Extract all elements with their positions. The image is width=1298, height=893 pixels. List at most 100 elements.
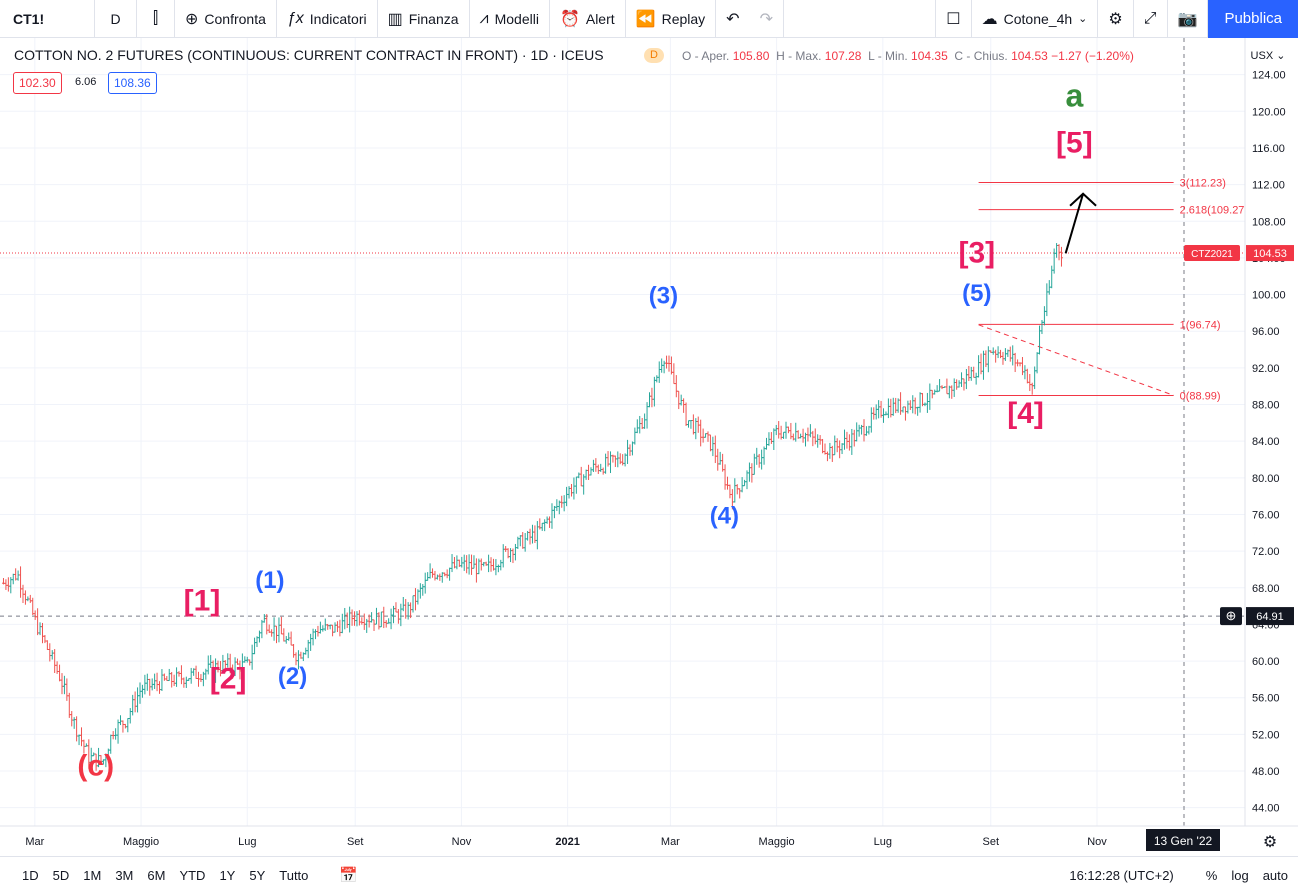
fib-level-label: 1(96.74) <box>1180 319 1221 331</box>
price-tick-label: 56.00 <box>1252 693 1280 705</box>
clock[interactable]: 16:12:28 (UTC+2) <box>1069 867 1174 883</box>
price-tick-label: 68.00 <box>1252 583 1280 595</box>
time-tick-label: Set <box>983 836 1000 848</box>
plus-icon: ⊕ <box>1226 608 1237 623</box>
layout-select[interactable]: ☁ Cotone_4h ⌄ <box>972 0 1099 38</box>
range-3m[interactable]: 3M <box>115 867 134 883</box>
fib-level-label: 0(88.99) <box>1180 390 1221 402</box>
undo-button[interactable]: ↶ <box>716 0 749 38</box>
chart-type-button[interactable]: ⫿ <box>137 0 175 38</box>
range-1y[interactable]: 1Y <box>219 867 236 883</box>
symbol-title: COTTON NO. 2 FUTURES (CONTINUOUS: CURREN… <box>14 47 604 63</box>
redo-icon: ↷ <box>759 10 773 28</box>
layout-name: Cotone_4h <box>1003 10 1073 27</box>
alert-label: Alert <box>585 10 615 27</box>
price-tick-label: 112.00 <box>1252 180 1285 192</box>
price-tick-label: 48.00 <box>1252 766 1280 778</box>
high-value: 107.28 <box>824 49 862 63</box>
compare-button[interactable]: ⊕ Confronta <box>175 0 277 38</box>
wave-label: [3] <box>959 236 996 269</box>
wave-label: (c) <box>77 750 114 783</box>
price-tick-label: 100.00 <box>1252 290 1286 302</box>
ohlc-values: O - Aper. 105.80 H - Max. 107.28 L - Min… <box>682 49 1134 63</box>
range-1d[interactable]: 1D <box>22 867 39 883</box>
symbol-label: CT1! <box>13 10 45 27</box>
calendar-goto-icon[interactable]: 📅 <box>339 867 359 884</box>
gear-icon: ⚙ <box>1108 10 1123 28</box>
indicators-button[interactable]: ƒx Indicatori <box>277 0 378 38</box>
indicators-label: Indicatori <box>309 10 367 27</box>
open-value: 105.80 <box>732 49 770 63</box>
range-5y[interactable]: 5Y <box>249 867 266 883</box>
low-label: L - Min. <box>868 49 908 63</box>
price-tick-label: 80.00 <box>1252 473 1280 485</box>
candles-icon: ⫿ <box>152 9 159 27</box>
wave-label: (5) <box>962 280 991 307</box>
publish-label: Pubblica <box>1224 10 1282 27</box>
fib-level-label: 2.618(109.27) <box>1180 205 1249 217</box>
time-tick-label: 2021 <box>555 836 579 848</box>
replay-label: Replay <box>661 10 706 27</box>
snapshot-button[interactable]: 📷 <box>1168 0 1209 38</box>
range-ytd[interactable]: YTD <box>179 867 206 883</box>
replay-button[interactable]: ⏪ Replay <box>626 0 717 38</box>
wave-label: (1) <box>255 567 284 594</box>
fx-icon: ƒx <box>286 9 304 27</box>
wave-label: (4) <box>710 503 739 530</box>
price-tick-label: 120.00 <box>1252 106 1286 118</box>
interval-button[interactable]: D <box>95 0 137 38</box>
wave-label: (3) <box>649 283 678 310</box>
price-tick-label: 96.00 <box>1252 326 1280 338</box>
price-tick-label: 92.00 <box>1252 363 1280 375</box>
plus-circle-icon: ⊕ <box>185 10 199 28</box>
trendline <box>978 324 1174 396</box>
publish-button[interactable]: Pubblica <box>1208 0 1298 38</box>
financials-button[interactable]: ▥ Finanza <box>378 0 470 38</box>
fullscreen-button[interactable]: ⤢ <box>1134 0 1168 38</box>
price-scale[interactable]: USX ⌄124.00120.00116.00112.00108.00104.0… <box>1184 38 1298 826</box>
time-tick-label: Mar <box>25 836 44 848</box>
percent-toggle[interactable]: % <box>1205 867 1218 883</box>
wave-label: [5] <box>1056 127 1093 160</box>
ask-price[interactable]: 108.36 <box>108 72 157 94</box>
range-5d[interactable]: 5D <box>52 867 70 883</box>
templates-label: Modelli <box>494 10 539 27</box>
crosshair-date-box <box>1146 829 1220 851</box>
crosshair-date: 13 Gen '22 <box>1154 834 1213 848</box>
auto-toggle[interactable]: auto <box>1262 867 1288 883</box>
delay-badge: D <box>644 48 664 63</box>
symbol-search[interactable]: CT1! <box>0 0 95 38</box>
price-tick-label: 52.00 <box>1252 729 1280 741</box>
redo-button[interactable]: ↷ <box>750 0 784 38</box>
time-tick-label: Nov <box>1087 836 1107 848</box>
open-label: O - Aper. <box>682 49 730 63</box>
top-toolbar: CT1! D ⫿ ⊕ Confronta ƒx Indicatori ▥ Finanz… <box>0 0 1298 38</box>
templates-icon: ⩘ <box>479 9 489 27</box>
bar-chart-icon: ▥ <box>387 10 403 28</box>
range-tutto[interactable]: Tutto <box>279 867 309 883</box>
range-1m[interactable]: 1M <box>83 867 102 883</box>
last-price-box <box>1246 245 1294 262</box>
templates-button[interactable]: ⩘ Modelli <box>470 0 550 38</box>
crosshair-price: 64.91 <box>1256 611 1284 623</box>
settings-button[interactable]: ⚙ <box>1098 0 1134 38</box>
time-tick-label: Mar <box>661 836 680 848</box>
alert-button[interactable]: ⏰ Alert <box>550 0 626 38</box>
high-label: H - Max. <box>776 49 822 63</box>
wave-label: [2] <box>210 663 247 696</box>
bid-price[interactable]: 102.30 <box>13 72 62 94</box>
fullscreen-layout-button[interactable]: ☐ <box>935 0 972 38</box>
time-tick-label: Maggio <box>123 836 159 848</box>
bottom-toolbar: 1D 5D 1M 3M 6M YTD 1Y 5Y Tutto 📅 16:12:28 (UTC+2… <box>0 856 1298 893</box>
undo-icon: ↶ <box>726 10 740 28</box>
range-6m[interactable]: 6M <box>147 867 166 883</box>
time-scale[interactable]: Mar Maggio Lug Set Nov 2021 Mar Maggio Lug Set Nov… <box>0 825 1298 851</box>
expand-icon: ⤢ <box>1143 9 1157 27</box>
log-toggle[interactable]: log <box>1231 867 1249 883</box>
cloud-icon: ☁ <box>981 10 998 28</box>
close-value: 104.53 <box>1011 49 1048 63</box>
range-buttons: 1D 5D 1M 3M 6M YTD 1Y 5Y Tutto <box>0 868 315 883</box>
price-chart[interactable]: 3(112.23) 2.618(109.27) 1(96.74) 0(88.99) (… <box>0 38 1298 856</box>
spread-value: 6.06 <box>75 76 97 88</box>
wave-label: (2) <box>278 663 307 690</box>
